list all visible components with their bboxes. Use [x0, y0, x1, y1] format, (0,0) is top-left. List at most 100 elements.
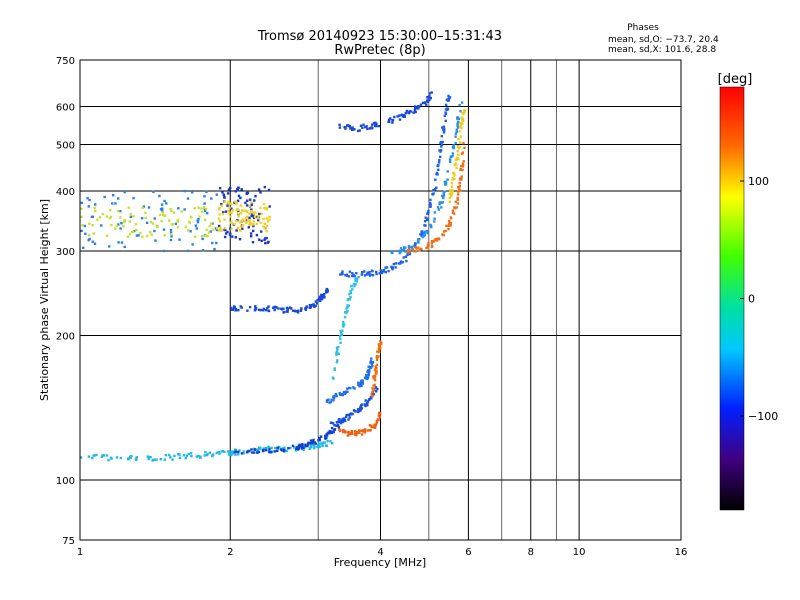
data-point	[460, 101, 464, 104]
data-point	[370, 357, 373, 360]
data-point	[102, 454, 106, 457]
data-point	[405, 109, 408, 113]
data-point	[352, 282, 356, 286]
data-point	[455, 128, 458, 131]
data-point	[254, 194, 257, 198]
data-point	[319, 435, 323, 438]
data-point	[141, 206, 144, 209]
data-point	[416, 246, 420, 249]
data-point	[236, 212, 240, 215]
data-point	[353, 433, 357, 436]
data-point	[229, 221, 232, 224]
data-point	[267, 445, 270, 448]
data-point	[456, 196, 459, 200]
data-point	[282, 450, 286, 453]
data-point	[439, 150, 442, 153]
data-point	[308, 306, 311, 309]
data-point	[299, 309, 303, 312]
data-point	[347, 275, 350, 278]
data-point	[385, 266, 389, 269]
data-point	[463, 146, 466, 149]
data-point	[223, 195, 226, 198]
data-point	[447, 94, 450, 98]
data-point	[427, 241, 430, 245]
data-point	[242, 224, 245, 227]
data-point	[357, 381, 360, 384]
data-point	[296, 309, 300, 312]
data-point	[341, 270, 344, 273]
data-point	[276, 449, 279, 453]
data-point	[277, 307, 280, 310]
data-point	[454, 141, 457, 145]
data-point	[212, 453, 215, 456]
data-point	[96, 218, 99, 221]
data-point	[184, 225, 187, 229]
data-point	[250, 448, 253, 451]
data-point	[239, 305, 242, 308]
data-point	[443, 190, 446, 193]
data-point	[338, 335, 342, 338]
data-point	[459, 135, 463, 138]
data-point	[321, 441, 324, 444]
data-point	[237, 186, 240, 189]
data-point	[318, 297, 321, 301]
data-point	[337, 426, 341, 429]
data-point	[132, 215, 135, 218]
data-point	[276, 446, 279, 449]
data-point	[346, 124, 349, 127]
data-point	[330, 398, 333, 401]
data-point	[384, 270, 387, 274]
data-point	[255, 233, 259, 237]
data-point	[366, 429, 370, 432]
data-point	[263, 226, 266, 230]
data-point	[211, 241, 214, 245]
data-point	[460, 116, 463, 119]
data-point	[221, 211, 225, 214]
data-point	[433, 217, 436, 220]
data-point	[257, 214, 260, 218]
data-point	[377, 124, 381, 128]
data-point	[215, 228, 219, 232]
data-point	[442, 196, 445, 200]
data-point	[409, 110, 413, 113]
data-point	[325, 400, 329, 403]
data-point	[325, 290, 329, 294]
data-point	[404, 112, 407, 115]
data-point	[93, 242, 97, 245]
data-point	[252, 214, 255, 218]
data-point	[328, 401, 331, 404]
data-point	[248, 305, 252, 309]
data-point	[242, 452, 246, 455]
data-point	[431, 244, 434, 248]
data-point	[300, 447, 304, 450]
data-point	[429, 223, 432, 227]
data-point	[141, 235, 144, 239]
data-point	[264, 237, 267, 240]
data-point	[419, 233, 422, 236]
data-point	[309, 442, 312, 445]
data-point	[251, 451, 254, 454]
data-point	[325, 433, 328, 437]
data-point	[176, 218, 180, 222]
data-point	[380, 342, 383, 346]
data-point	[372, 387, 375, 390]
data-point	[448, 200, 451, 203]
data-point	[256, 451, 259, 454]
data-point	[463, 109, 467, 112]
data-point	[424, 224, 427, 227]
x-tick-label: 4	[377, 547, 383, 558]
data-point	[211, 222, 214, 225]
data-point	[407, 244, 411, 248]
x-tick-label: 10	[573, 547, 586, 558]
data-point	[350, 413, 353, 416]
data-point	[334, 393, 338, 396]
data-point	[268, 215, 271, 218]
data-point	[221, 191, 224, 194]
data-point	[187, 452, 190, 456]
data-point	[433, 211, 437, 214]
data-point	[331, 442, 334, 445]
data-point	[431, 193, 435, 196]
data-point	[311, 442, 314, 445]
data-point	[365, 374, 368, 377]
data-points	[80, 91, 467, 462]
